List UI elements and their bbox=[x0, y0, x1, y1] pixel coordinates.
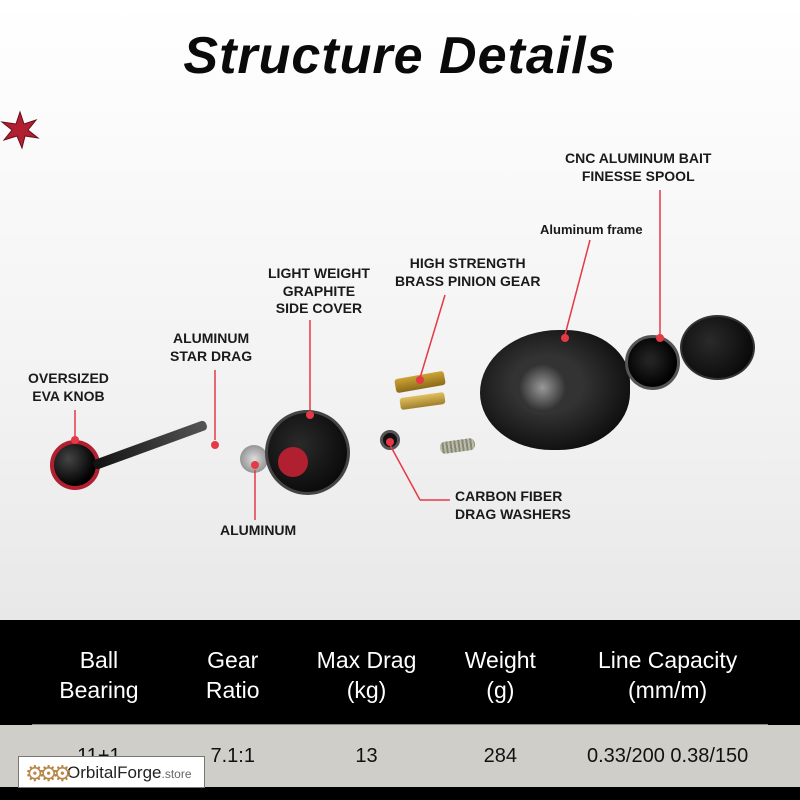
label-carbon-washers: CARBON FIBERDRAG WASHERS bbox=[455, 488, 571, 523]
label-brass-gear: HIGH STRENGTHBRASS PINION GEAR bbox=[395, 255, 540, 290]
label-star-drag: ALUMINUMSTAR DRAG bbox=[170, 330, 252, 365]
col-header: Line Capacity(mm/m) bbox=[567, 646, 768, 706]
cell: 284 bbox=[433, 745, 567, 768]
col-header: BallBearing bbox=[32, 646, 166, 706]
label-graphite-cover: LIGHT WEIGHTGRAPHITESIDE COVER bbox=[268, 265, 370, 318]
cell: 13 bbox=[300, 745, 434, 768]
col-header: Max Drag(kg) bbox=[300, 646, 434, 706]
col-header: Weight(g) bbox=[433, 646, 567, 706]
watermark-brand: OrbitalForge bbox=[67, 763, 161, 782]
cell: 0.33/200 0.38/150 bbox=[567, 745, 768, 768]
gear-icon: ⚙⚙⚙ bbox=[25, 761, 66, 787]
watermark-suffix: .store bbox=[161, 767, 191, 781]
exploded-diagram: OVERSIZEDEVA KNOB ALUMINUMSTAR DRAG LIGH… bbox=[0, 110, 800, 590]
col-header: GearRatio bbox=[166, 646, 300, 706]
label-aluminum: ALUMINUM bbox=[220, 522, 296, 540]
label-cnc-spool: CNC ALUMINUM BAITFINESSE SPOOL bbox=[565, 150, 711, 185]
watermark-badge: ⚙⚙⚙ OrbitalForge.store bbox=[18, 756, 205, 788]
label-aluminum-frame: Aluminum frame bbox=[540, 222, 643, 238]
page-title: Structure Details bbox=[0, 0, 800, 86]
label-eva-knob: OVERSIZEDEVA KNOB bbox=[28, 370, 109, 405]
spec-table-header: BallBearing GearRatio Max Drag(kg) Weigh… bbox=[32, 620, 768, 725]
